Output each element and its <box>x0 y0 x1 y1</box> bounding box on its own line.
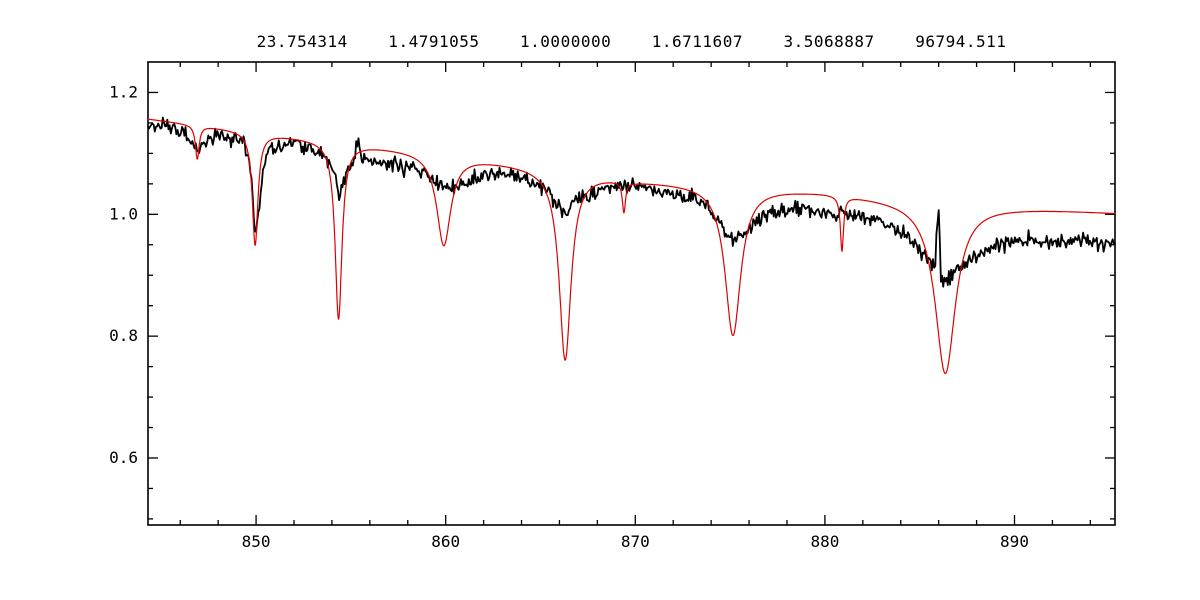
y-tick-label: 1.2 <box>109 82 138 101</box>
y-tick-label: 0.6 <box>109 448 138 467</box>
x-tick-label: 880 <box>810 532 839 551</box>
x-tick-label: 860 <box>431 532 460 551</box>
series-observed-spectrum <box>147 116 1116 288</box>
series-model-spectrum <box>147 118 1116 375</box>
axis-ticks <box>148 62 1115 525</box>
y-tick-label: 0.8 <box>109 326 138 345</box>
plot-header-values: 23.754314 1.4791055 1.0000000 1.6711607 … <box>256 32 1007 51</box>
plot-frame <box>147 61 1116 526</box>
x-tick-label: 870 <box>621 532 650 551</box>
x-tick-label: 850 <box>242 532 271 551</box>
x-tick-label: 890 <box>1000 532 1029 551</box>
y-tick-label: 1.0 <box>109 204 138 223</box>
tick-labels: 850 860 870 880 890 0.6 0.8 1.0 1.2 <box>109 82 1029 551</box>
